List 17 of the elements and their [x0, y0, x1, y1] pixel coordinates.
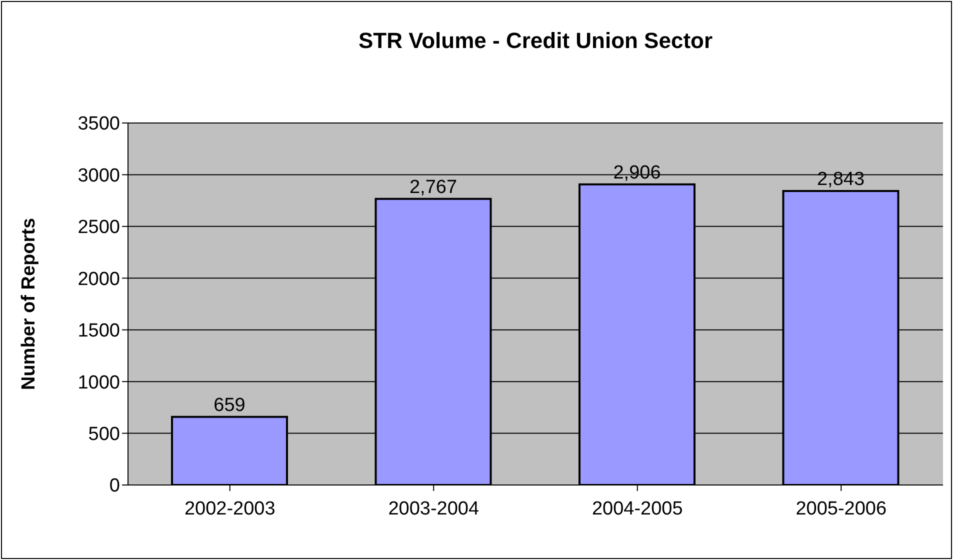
y-tick-label: 3500	[78, 114, 120, 135]
x-tick-label: 2003-2004	[388, 498, 480, 520]
y-tick-label: 2000	[78, 268, 120, 290]
chart-title: STR Volume - Credit Union Sector	[357, 28, 714, 54]
y-tick-label: 1000	[78, 372, 120, 394]
y-tick-label: 3000	[78, 165, 120, 186]
data-label: 659	[214, 394, 246, 416]
y-tick-label: 0	[109, 476, 120, 497]
x-tick-label: 2004-2005	[592, 498, 683, 520]
y-axis-title: Number of Reports	[18, 218, 40, 390]
y-tick-label: 500	[88, 424, 120, 446]
y-tick-label: 1500	[78, 320, 120, 342]
x-tick-label: 2002-2003	[184, 498, 276, 520]
y-tick-label: 2500	[78, 217, 120, 238]
data-label: 2,767	[409, 176, 458, 198]
x-tick-label: 2005-2006	[796, 498, 887, 520]
data-label: 2,843	[816, 168, 865, 190]
